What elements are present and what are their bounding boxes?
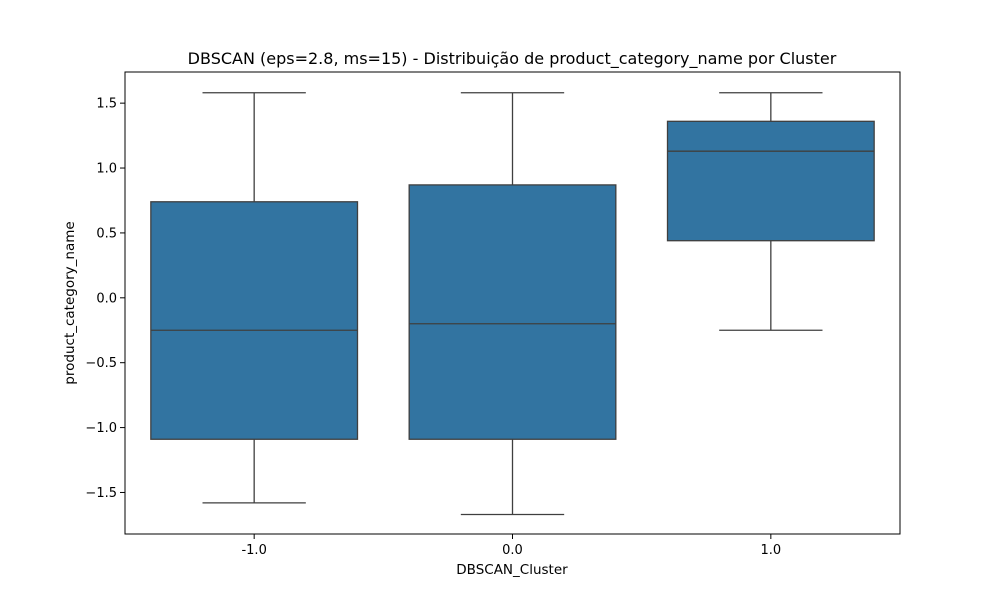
y-tick-label: −0.5 xyxy=(85,356,117,371)
box-iqr xyxy=(666,120,875,242)
x-tick-label: 0.0 xyxy=(502,543,523,558)
box-iqr xyxy=(150,201,359,440)
axes-frame xyxy=(124,71,901,535)
plot-area: -1.0 0.0 1.0 −1.5 −1.0 −0.5 0.0 0.5 1.0 1.5 xyxy=(85,71,901,558)
y-tick-label: 1.0 xyxy=(96,162,117,177)
x-axis-label: DBSCAN_Cluster xyxy=(456,562,568,578)
y-tick-label: 0.5 xyxy=(96,226,117,241)
y-tick-label: 0.0 xyxy=(96,291,117,306)
chart-title: DBSCAN (eps=2.8, ms=15) - Distribuição d… xyxy=(188,49,837,69)
y-axis-label: product_category_name xyxy=(62,221,78,384)
y-tick-label: −1.0 xyxy=(85,421,117,436)
box-iqr xyxy=(408,184,617,440)
x-tick-label: -1.0 xyxy=(241,543,266,558)
y-tick-label: −1.5 xyxy=(85,486,117,501)
x-tick-label: 1.0 xyxy=(760,543,781,558)
y-tick-label: 1.5 xyxy=(96,97,117,112)
